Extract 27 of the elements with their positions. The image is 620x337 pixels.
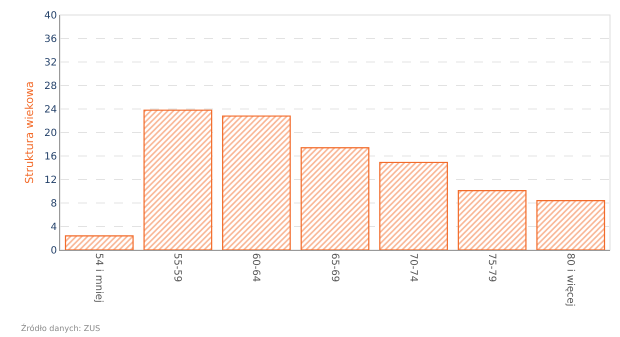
bar: [222, 115, 291, 250]
x-tick-label: 70-74: [407, 253, 418, 282]
x-tick-label: 55-59: [172, 253, 183, 282]
x-tick-label: 54 i mniej: [93, 253, 104, 303]
bar: [300, 147, 370, 250]
bar: [143, 110, 212, 250]
y-tick-label: 40: [44, 10, 57, 22]
y-tick-label: 8: [50, 198, 57, 210]
bar: [379, 162, 448, 250]
y-tick-label: 24: [44, 104, 57, 116]
y-tick-label: 4: [50, 222, 57, 233]
x-tick-label: 60-64: [250, 253, 262, 282]
text: Źródło danych: ZUS: [21, 323, 100, 333]
y-tick-label: 12: [44, 175, 57, 186]
x-tick-label: 75-79: [486, 253, 497, 282]
y-tick-label: 0: [50, 246, 57, 256]
bar: [64, 235, 134, 250]
y-tick-label: 36: [44, 34, 57, 45]
y-tick-label: 16: [44, 152, 57, 162]
x-tick-label: 65-69: [328, 253, 340, 282]
y-tick-label: 20: [44, 128, 57, 139]
y-axis-title: Struktura wiekowa: [22, 81, 36, 184]
bar: [458, 190, 527, 250]
y-tick-label: 28: [44, 81, 57, 92]
bar: [536, 200, 606, 250]
y-tick-label: 32: [44, 58, 57, 68]
x-tick-label: 80 i więcej: [564, 253, 576, 306]
